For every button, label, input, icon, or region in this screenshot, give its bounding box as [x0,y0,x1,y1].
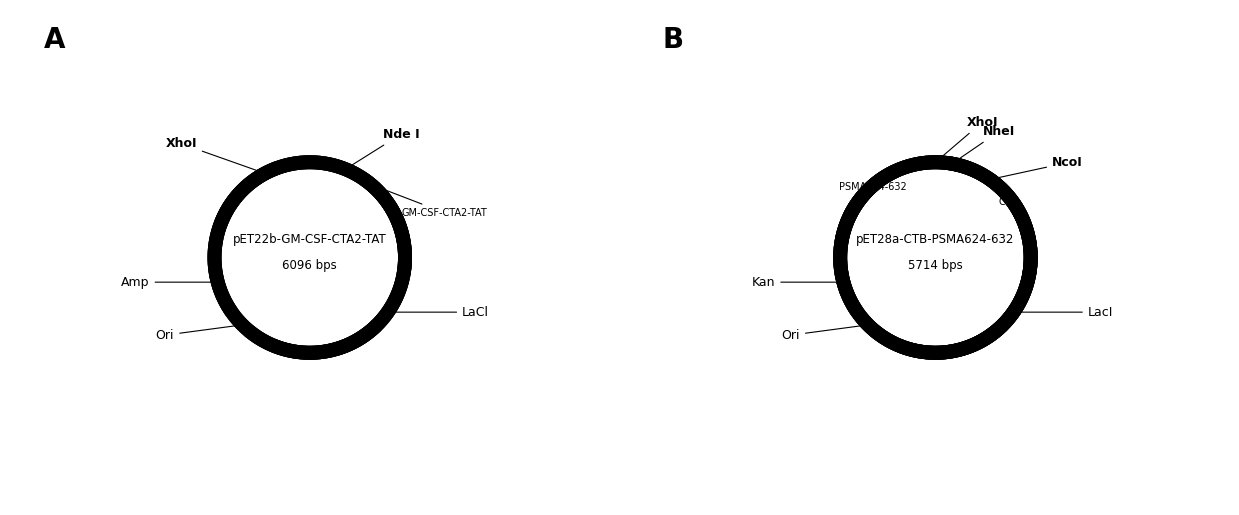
Text: XhoI: XhoI [165,137,263,173]
Text: NcoI: NcoI [992,156,1083,179]
Text: CTB: CTB [983,175,1018,207]
Text: LaCl: LaCl [390,305,489,319]
Text: XhoI: XhoI [938,116,997,160]
Text: Amp: Amp [121,276,214,289]
Text: LacI: LacI [1016,305,1113,319]
Text: Ori: Ori [782,325,865,341]
Text: Kan: Kan [752,276,840,289]
Text: pET28a-CTB-PSMA624-632: pET28a-CTB-PSMA624-632 [856,233,1015,246]
Text: Nde I: Nde I [348,128,419,168]
Text: PSMA624-632: PSMA624-632 [839,165,917,192]
Text: GM-CSF-CTA2-TAT: GM-CSF-CTA2-TAT [374,185,488,218]
Text: Ori: Ori [156,325,239,341]
Text: B: B [663,26,684,54]
Text: NheI: NheI [954,125,1015,162]
Text: 6096 bps: 6096 bps [282,259,337,272]
Text: 5714 bps: 5714 bps [908,259,963,272]
Text: pET22b-GM-CSF-CTA2-TAT: pET22b-GM-CSF-CTA2-TAT [233,233,387,246]
Text: A: A [43,26,64,54]
